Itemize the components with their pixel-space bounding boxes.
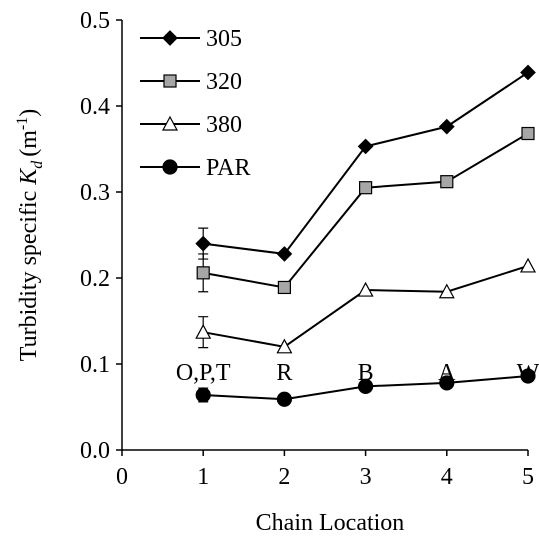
data-point — [276, 391, 292, 407]
data-point — [195, 235, 212, 252]
legend-label: 305 — [206, 26, 242, 52]
y-label-text: Turbidity specific — [16, 185, 42, 361]
data-point — [277, 280, 291, 295]
legend-label: PAR — [206, 155, 250, 181]
y-tick-label: 0.2 — [80, 266, 110, 292]
y-label-exponent: -1 — [14, 117, 31, 130]
point-label: O,P,T — [176, 360, 231, 386]
y-tick-label: 0.0 — [80, 438, 110, 464]
data-point — [520, 64, 536, 81]
data-point — [359, 181, 373, 195]
data-point — [357, 281, 374, 297]
y-tick-label: 0.1 — [80, 352, 110, 378]
point-label: R — [276, 360, 292, 386]
x-tick-label: 3 — [360, 464, 372, 490]
data-point — [439, 375, 455, 391]
y-label-symbol: K — [16, 167, 42, 186]
x-tick-label: 4 — [441, 464, 453, 490]
data-point — [358, 378, 374, 394]
series-line — [203, 132, 529, 289]
data-point — [276, 246, 293, 262]
data-point — [276, 338, 293, 354]
x-axis-label: Chain Location — [256, 510, 405, 536]
legend-marker — [162, 30, 178, 46]
legend-marker — [162, 159, 178, 175]
data-point — [521, 126, 535, 141]
data-point — [440, 175, 454, 189]
legend-label: 320 — [206, 69, 242, 95]
legend-marker — [163, 74, 177, 88]
series-line — [203, 265, 529, 348]
y-label-subscript: d — [29, 160, 46, 169]
data-point — [195, 323, 212, 339]
y-tick-label: 0.3 — [80, 180, 110, 206]
y-label-unit: (m — [16, 130, 42, 157]
legend-label: 380 — [206, 112, 242, 138]
data-point — [520, 368, 536, 384]
data-point — [357, 138, 374, 155]
point-label: B — [358, 360, 374, 386]
x-tick-label: 5 — [522, 464, 534, 490]
data-point — [196, 266, 210, 280]
x-tick-label: 2 — [278, 464, 290, 490]
legend-marker — [161, 115, 179, 131]
data-point — [195, 387, 211, 403]
x-tick-label: 1 — [197, 464, 209, 490]
x-tick-label: 0 — [116, 464, 128, 490]
data-point — [519, 257, 537, 273]
data-point — [438, 118, 455, 135]
y-axis-label: Turbidity specific Kd (m-1) — [14, 109, 46, 361]
y-tick-label: 0.5 — [80, 8, 110, 34]
y-tick-label: 0.4 — [80, 94, 110, 120]
y-label-unit-close: ) — [16, 109, 42, 117]
data-point — [438, 283, 455, 299]
